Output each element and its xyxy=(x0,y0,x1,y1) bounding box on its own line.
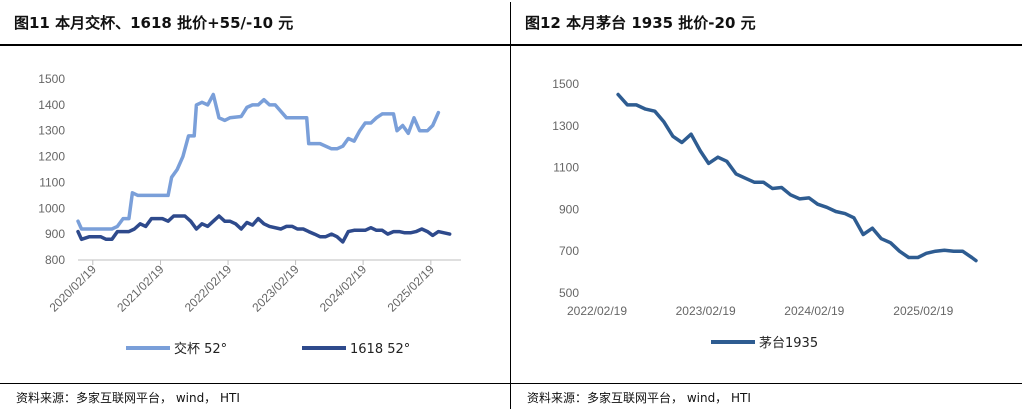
y-tick-label: 1400 xyxy=(38,98,65,112)
y-tick-label: 1100 xyxy=(39,175,65,189)
x-tick-label: 2023/02/19 xyxy=(249,262,302,315)
x-tick-label: 2025/02/19 xyxy=(385,262,438,315)
title-divider xyxy=(0,44,511,46)
panel-divider xyxy=(510,2,511,409)
x-tick-label: 2024/02/19 xyxy=(317,262,370,315)
x-tick-label: 2024/02/19 xyxy=(784,304,844,318)
series-line-2 xyxy=(76,214,452,244)
y-tick-label: 900 xyxy=(45,227,65,241)
y-tick-label: 500 xyxy=(559,286,579,300)
chart-header: 图11 本月交杯、1618 批价+55/-10 元 xyxy=(0,0,511,44)
title-divider xyxy=(511,44,1022,46)
chart-panel-right: 图12 本月茅台 1935 批价-20 元 500 700 900 1100 1300 1… xyxy=(511,0,1022,413)
chart-title: 图12 本月茅台 1935 批价-20 元 xyxy=(525,14,756,32)
source-divider xyxy=(0,383,511,384)
y-tick-label: 1100 xyxy=(553,161,579,175)
y-tick-label: 700 xyxy=(559,244,579,258)
y-tick-label: 1200 xyxy=(38,150,65,164)
y-tick-label: 900 xyxy=(559,202,579,216)
x-tick-label: 2022/02/19 xyxy=(567,304,627,318)
series-line-1 xyxy=(76,92,441,231)
source-divider xyxy=(511,383,1022,384)
chart-title: 图11 本月交杯、1618 批价+55/-10 元 xyxy=(14,14,294,32)
legend-label: 茅台1935 xyxy=(759,336,818,351)
y-tick-label: 1500 xyxy=(38,72,65,86)
x-tick-label: 2020/02/19 xyxy=(47,262,100,315)
y-tick-label: 1500 xyxy=(552,77,579,91)
x-tick-label: 2023/02/19 xyxy=(676,304,736,318)
legend-label: 交杯 52° xyxy=(174,341,227,357)
line-chart-left: 800 900 1000 1100 1200 1300 1400 1500 2020/02/19… xyxy=(38,72,461,357)
source-note: 资料来源：多家互联网平台， wind， HTI xyxy=(16,391,240,405)
series-line-1 xyxy=(616,92,978,263)
legend-label: 1618 52° xyxy=(350,342,410,357)
x-tick-label: 2022/02/19 xyxy=(182,262,235,315)
y-tick-label: 1300 xyxy=(552,119,579,133)
line-chart-right: 500 700 900 1100 1300 1500 2022/02/19 2023/02/1… xyxy=(552,77,978,351)
x-tick-label: 2025/02/19 xyxy=(893,304,953,318)
chart-header: 图12 本月茅台 1935 批价-20 元 xyxy=(511,0,1022,44)
source-note: 资料来源：多家互联网平台， wind， HTI xyxy=(527,391,751,405)
y-tick-label: 1000 xyxy=(38,201,65,215)
chart-panel-left: 图11 本月交杯、1618 批价+55/-10 元 800 900 1000 1100… xyxy=(0,0,511,405)
y-tick-label: 1300 xyxy=(38,124,65,138)
x-tick-label: 2021/02/19 xyxy=(114,262,167,315)
y-tick-label: 800 xyxy=(45,253,65,267)
